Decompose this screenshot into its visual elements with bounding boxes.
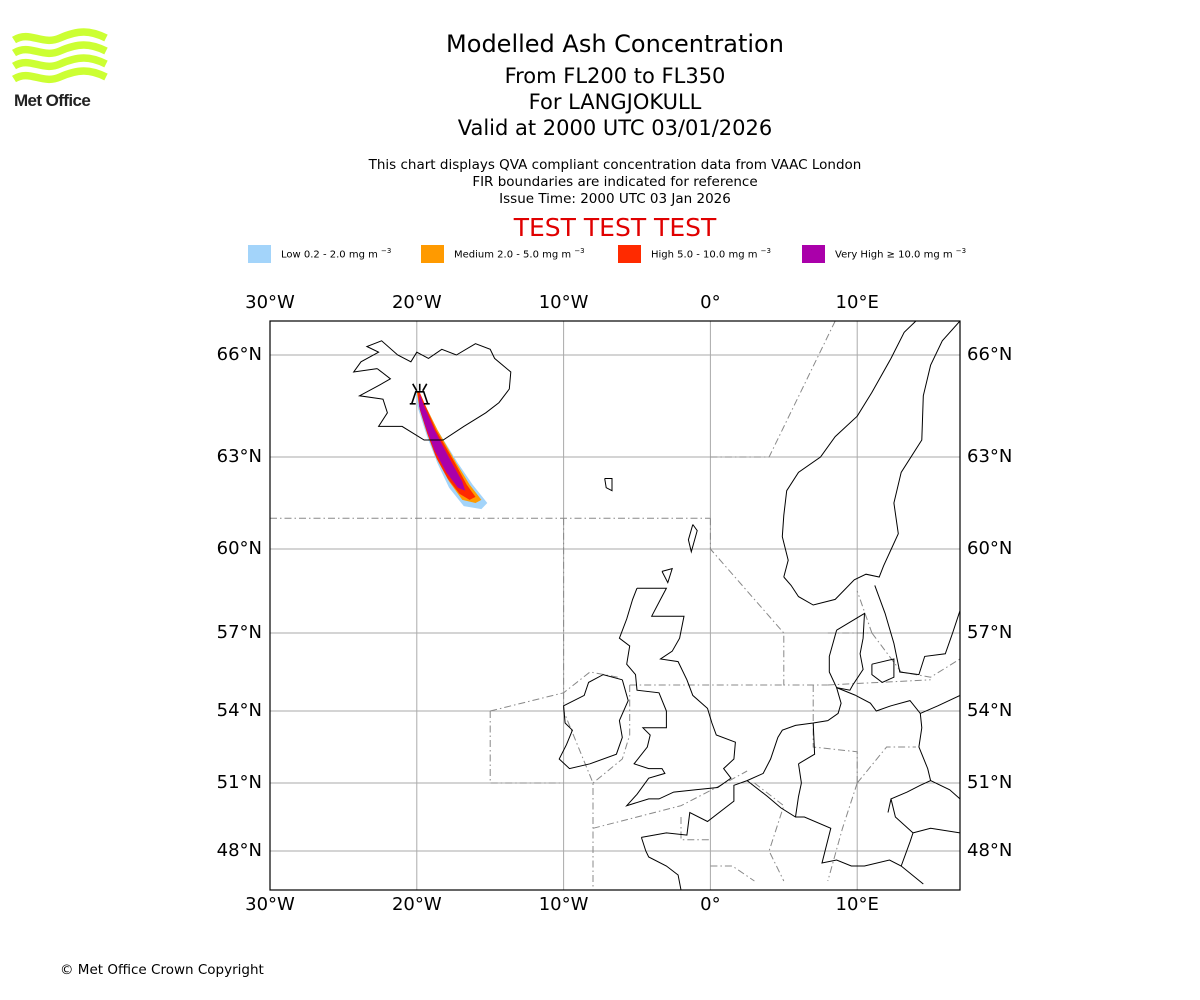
plume-high — [417, 392, 476, 500]
fir-boundary-line — [710, 321, 836, 458]
fir-boundary-line — [827, 782, 858, 882]
logo-wave — [12, 54, 108, 71]
lon-tick-label-top: 30°W — [245, 292, 295, 313]
lat-tick-label-left: 48°N — [216, 840, 262, 861]
coastline — [874, 585, 960, 676]
coastline — [558, 674, 629, 770]
legend-item-medium: Medium 2.0 - 5.0 mg m −3 — [421, 244, 585, 264]
volcano-plume-left — [412, 383, 418, 392]
legend-label-low: Low 0.2 - 2.0 mg m −3 — [281, 247, 392, 261]
fir-boundary-line — [812, 685, 858, 783]
volcano-plume-right — [422, 383, 428, 392]
fir-boundary-line — [563, 518, 594, 890]
lat-tick-label-left: 60°N — [216, 538, 262, 559]
issue-time: Issue Time: 2000 UTC 03 Jan 2026 — [499, 191, 731, 207]
logo-wave — [12, 28, 108, 45]
coastline — [795, 763, 802, 818]
coastline — [661, 567, 673, 584]
lon-tick-label-bottom: 20°W — [391, 894, 442, 915]
legend-swatch-very-high — [802, 245, 825, 263]
coastline — [746, 780, 924, 885]
lon-tick-label-bottom: 10°E — [835, 894, 879, 915]
coastline — [855, 694, 960, 715]
coastline — [618, 587, 736, 807]
fir-boundary-line — [710, 865, 755, 882]
legend-item-very-high: Very High ≥ 10.0 mg m −3 — [802, 244, 966, 264]
lat-tick-label-left: 57°N — [216, 622, 262, 643]
chart-title: Modelled Ash Concentration — [446, 30, 784, 58]
coastline — [798, 722, 816, 765]
map-frame — [269, 320, 961, 891]
lon-tick-label-bottom: 10°W — [538, 894, 589, 915]
legend-swatch-low — [248, 245, 271, 263]
legend-swatch-medium — [421, 245, 444, 263]
lat-tick-label-right: 66°N — [967, 344, 1013, 365]
fir-boundary-line — [490, 671, 618, 712]
logo-wave — [12, 41, 108, 58]
volcano-name: For LANGJOKULL — [528, 90, 702, 114]
lon-tick-label-top: 10°W — [538, 292, 589, 313]
test-banner: TEST TEST TEST — [513, 213, 717, 242]
coastline — [352, 340, 512, 441]
legend-item-low: Low 0.2 - 2.0 mg m −3 — [248, 244, 391, 264]
fir-boundary-line — [856, 746, 916, 784]
legend-label-very-high: Very High ≥ 10.0 mg m −3 — [835, 247, 967, 261]
fir-boundary-line — [754, 782, 785, 882]
plume-very-high — [419, 394, 466, 491]
met-office-waves-icon — [12, 28, 108, 84]
fir-note: FIR boundaries are indicated for referen… — [472, 174, 758, 190]
legend-label-high: High 5.0 - 10.0 mg m −3 — [651, 247, 771, 261]
coastline — [604, 478, 613, 492]
lon-tick-label-top: 10°E — [835, 292, 879, 313]
met-office-logo-text: Met Office — [14, 91, 91, 110]
lat-tick-label-right: 63°N — [967, 446, 1013, 467]
legend-item-high: High 5.0 - 10.0 mg m −3 — [618, 244, 771, 264]
coastline — [781, 321, 917, 578]
lat-tick-label-right: 51°N — [967, 772, 1013, 793]
coastline — [783, 321, 960, 606]
legend-swatch-high — [618, 245, 641, 263]
volcano-cone — [410, 390, 429, 405]
fir-boundary-line — [592, 770, 748, 829]
legend-label-medium: Medium 2.0 - 5.0 mg m −3 — [454, 247, 585, 261]
lon-tick-label-bottom: 0° — [700, 894, 721, 915]
lat-tick-label-left: 54°N — [216, 700, 262, 721]
lat-tick-label-right: 57°N — [967, 622, 1013, 643]
lat-tick-label-right: 60°N — [967, 538, 1013, 559]
lon-tick-label-bottom: 30°W — [245, 894, 295, 915]
chart-description: This chart displays QVA compliant concen… — [368, 157, 862, 173]
coastline — [641, 687, 842, 838]
lon-tick-label-top: 0° — [700, 292, 721, 313]
lat-tick-label-left: 66°N — [216, 344, 262, 365]
coastline — [687, 524, 698, 554]
fir-boundary-line — [489, 711, 564, 784]
lon-tick-label-top: 20°W — [391, 292, 442, 313]
map-background — [270, 321, 960, 890]
lat-tick-label-right: 48°N — [967, 840, 1013, 861]
fir-boundary-line — [592, 685, 631, 784]
volcano-icon — [409, 383, 430, 405]
coastline — [912, 827, 960, 834]
coastline — [887, 798, 892, 813]
coastline — [836, 687, 856, 696]
ash-plume — [415, 392, 488, 510]
coastline — [890, 713, 932, 867]
valid-time: Valid at 2000 UTC 03/01/2026 — [457, 116, 773, 140]
copyright-notice: © Met Office Crown Copyright — [60, 962, 264, 978]
flight-level-range: From FL200 to FL350 — [504, 64, 726, 88]
coastlines — [352, 321, 960, 890]
coastline — [871, 658, 895, 683]
met-office-logo — [12, 28, 108, 112]
coastline — [828, 612, 866, 691]
lat-tick-label-left: 63°N — [216, 446, 262, 467]
lat-tick-label-right: 54°N — [967, 700, 1013, 721]
coastline — [930, 780, 960, 800]
lat-tick-label-left: 51°N — [216, 772, 262, 793]
coastline — [640, 837, 682, 890]
fir-boundary-line — [709, 518, 828, 686]
logo-wave — [12, 67, 108, 84]
fir-boundary-line — [827, 679, 931, 686]
